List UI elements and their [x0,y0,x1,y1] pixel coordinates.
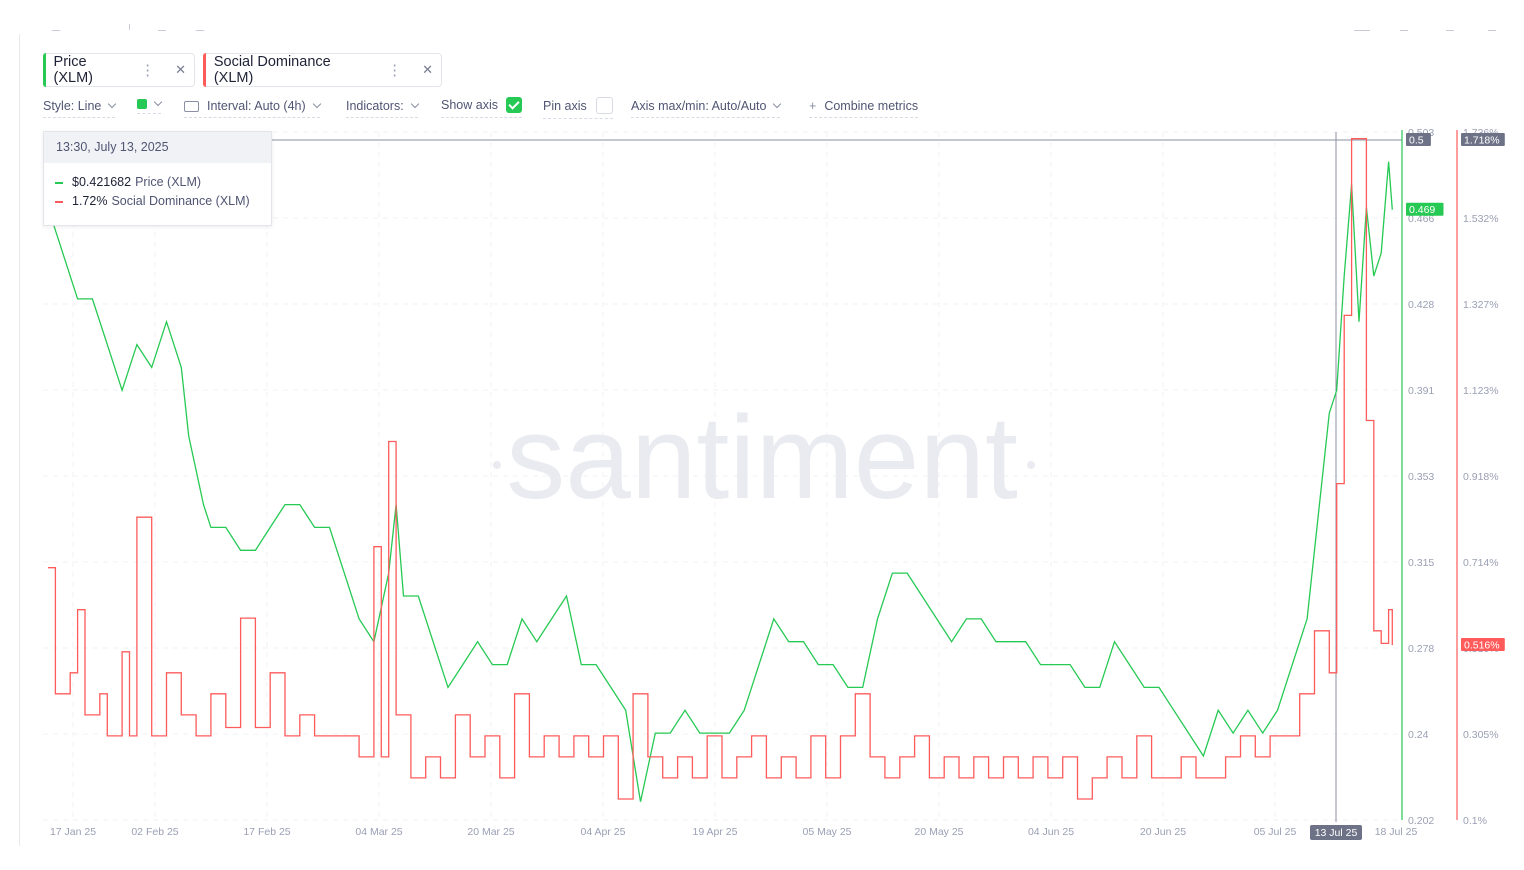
close-icon[interactable]: ✕ [422,62,433,77]
metric-tab-label: Price (XLM) [53,54,94,86]
x-tick-label: 20 Mar 25 [467,826,514,838]
x-tick-label: 04 Mar 25 [355,826,402,838]
x-tick-label: 05 Jul 25 [1254,826,1297,838]
toolbar-icon[interactable] [196,24,204,31]
y-tick-dominance: 0.1% [1463,815,1487,827]
y-tick-price: 0.202 [1408,815,1434,827]
y-badge-price-top: 0.5 [1409,135,1424,147]
metric-color-bar [43,53,46,87]
y-badge-price-top-bg [1406,133,1431,146]
legend-swatch [55,200,63,203]
x-tick-label: 02 Feb 25 [131,826,178,838]
y-tick-dominance: 1.532% [1463,213,1499,225]
watermark-dot [493,461,501,469]
color-swatch [137,99,147,109]
y-badge-price-current: 0.469 [1409,204,1435,216]
interval-dropdown[interactable]: Interval: Auto (4h) [184,99,321,118]
tooltip-price-value: $0.421682 [72,175,132,189]
tooltip-dominance-value: 1.72% [72,194,108,208]
checkbox-unchecked-icon[interactable] [595,97,613,114]
combine-metrics-button[interactable]: + Combine metrics [809,99,919,118]
tooltip-row-dominance: 1.72% Social Dominance (XLM) [44,192,271,211]
combine-metrics-label: Combine metrics [824,99,919,113]
x-tick-label: 17 Jan 25 [50,826,96,838]
x-tick-label-highlight: 13 Jul 25 [1315,827,1358,839]
checkbox-checked-icon[interactable] [505,97,522,113]
y-badge-dominance-top-bg [1461,133,1505,146]
y-tick-dominance: 1.123% [1463,385,1499,397]
toolbar-top-icons [0,24,1524,34]
x-tick-label: 05 May 25 [802,826,851,838]
x-tick-label: 19 Apr 25 [693,826,738,838]
y-tick-dominance: 0.714% [1463,557,1499,569]
more-options-icon[interactable]: ⋮ [140,62,156,79]
y-tick-price: 0.278 [1408,643,1434,655]
x-tick-label: 17 Feb 25 [243,826,290,838]
more-options-icon[interactable]: ⋮ [387,62,403,79]
axis-labels: 0.5031.736%0.4661.532%0.4281.327%0.3911.… [50,127,1505,840]
pin-axis-toggle[interactable]: Pin axis [543,97,613,119]
plus-icon: + [809,99,817,113]
axis-maxmin-dropdown[interactable]: Axis max/min: Auto/Auto [631,99,782,118]
close-icon[interactable]: ✕ [175,62,186,77]
social-dominance-line [48,138,1393,800]
watermark-dot [1027,461,1035,469]
y-badge-dominance-current: 0.516% [1464,640,1500,652]
indicators-label: Indicators: [346,99,404,113]
y-badge-price-current-bg [1406,202,1444,216]
y-tick-dominance: 0.305% [1463,729,1499,741]
toolbar-icon[interactable] [158,24,166,31]
x-tick-label: 04 Jun 25 [1028,826,1074,838]
show-axis-label: Show axis [441,98,498,112]
interval-label: Interval: Auto (4h) [207,99,306,113]
metric-color-bar [203,53,206,87]
x-tick-highlight-bg [1310,825,1362,840]
toolbar-icon[interactable] [1400,24,1408,31]
y-tick-price: 0.391 [1408,385,1434,397]
y-tick-price: 0.428 [1408,299,1434,311]
toolbar-divider [129,24,130,30]
x-tick-label: 20 May 25 [914,826,963,838]
tooltip-row-price: $0.421682 Price (XLM) [44,173,271,192]
color-picker[interactable] [137,97,163,114]
toolbar-icon[interactable] [1354,24,1370,31]
toolbar-icon[interactable] [52,24,60,31]
style-dropdown[interactable]: Style: Line [43,99,117,118]
axis-maxmin-label: Axis max/min: Auto/Auto [631,99,767,113]
left-border [19,34,20,846]
toolbar-icon[interactable] [1446,24,1454,31]
y-tick-price: 0.353 [1408,471,1434,483]
legend-swatch [55,181,63,184]
y-tick-price: 0.24 [1408,729,1429,741]
indicators-dropdown[interactable]: Indicators: [346,99,419,118]
x-tick-label: 20 Jun 25 [1140,826,1186,838]
x-tick-label: 04 Apr 25 [581,826,626,838]
y-tick-dominance: 1.327% [1463,299,1499,311]
metric-tab-label: Social Dominance (XLM) [213,54,331,86]
chart-grid [43,131,1402,821]
y-tick-dominance: 0.918% [1463,471,1499,483]
series-lines [47,138,1393,802]
tooltip-date: 13:30, July 13, 2025 [44,132,271,163]
calendar-icon [184,100,199,112]
tooltip-dominance-label: Social Dominance (XLM) [111,194,250,208]
y-tick-price: 0.315 [1408,557,1434,569]
style-label: Style: Line [43,99,102,113]
show-axis-toggle[interactable]: Show axis [441,97,522,118]
y-tick-price: 0.466 [1408,213,1434,225]
chart-tooltip: 13:30, July 13, 2025 $0.421682 Price (XL… [43,131,272,226]
metric-tab-price[interactable]: Price (XLM) ⋮ ✕ [43,53,195,87]
tooltip-price-label: Price (XLM) [135,175,202,189]
y-badge-dominance-current-bg [1461,638,1505,652]
metric-tab-social-dominance[interactable]: Social Dominance (XLM) ⋮ ✕ [203,53,442,87]
watermark: santiment [506,392,1018,524]
expand-icon[interactable] [1488,24,1496,31]
y-badge-dominance-top: 1.718% [1464,135,1500,147]
price-line [47,161,1393,802]
x-tick-label: 18 Jul 25 [1375,826,1418,838]
pin-axis-label: Pin axis [543,98,587,113]
